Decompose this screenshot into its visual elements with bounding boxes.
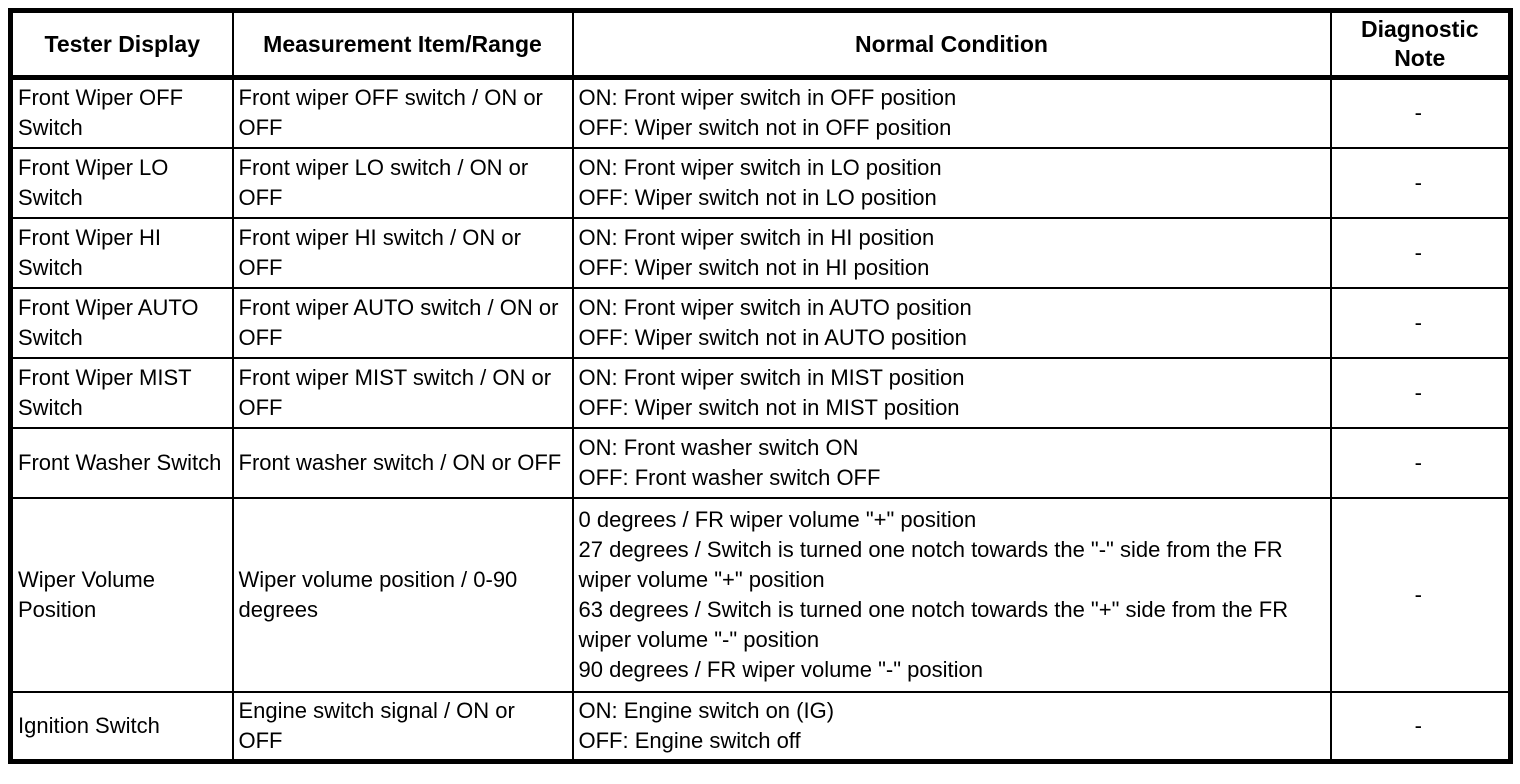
tester-display-cell: Front Wiper HI Switch (9, 216, 234, 289)
tester-display-cell: Front Wiper OFF Switch (9, 76, 234, 149)
measurement-item-range-cell: Front washer switch / ON or OFF (231, 426, 574, 499)
measurement-item-range-cell: Front wiper LO switch / ON or OFF (231, 146, 574, 219)
normal-condition-cell: 0 degrees / FR wiper volume "+" position… (571, 496, 1332, 693)
normal-condition-cell: ON: Front wiper switch in MIST position … (571, 356, 1332, 429)
normal-condition-cell: ON: Front wiper switch in LO position OF… (571, 146, 1332, 219)
normal-condition-cell: ON: Front wiper switch in OFF position O… (571, 76, 1332, 149)
diagnostic-note-cell: - (1329, 356, 1512, 429)
table-row: Front Wiper OFF Switch Front wiper OFF s… (9, 76, 1512, 149)
diagnostic-note-cell: - (1329, 496, 1512, 693)
table-row: Front Wiper AUTO Switch Front wiper AUTO… (9, 286, 1512, 359)
table-row: Wiper Volume Position Wiper volume posit… (9, 496, 1512, 693)
header-row: Tester Display Measurement Item/Range No… (9, 9, 1512, 80)
measurement-item-range-cell: Wiper volume position / 0-90 degrees (231, 496, 574, 693)
table-row: Front Wiper LO Switch Front wiper LO swi… (9, 146, 1512, 219)
diagnostic-note-cell: - (1329, 426, 1512, 499)
diagnostic-note-cell: - (1329, 216, 1512, 289)
tester-display-cell: Front Washer Switch (9, 426, 234, 499)
diagnostic-note-cell: - (1329, 690, 1512, 763)
diagnostic-note-cell: - (1329, 146, 1512, 219)
tester-display-cell: Front Wiper MIST Switch (9, 356, 234, 429)
table-row: Front Wiper MIST Switch Front wiper MIST… (9, 356, 1512, 429)
column-header-normal-condition: Normal Condition (571, 9, 1332, 80)
tester-display-cell: Front Wiper LO Switch (9, 146, 234, 219)
normal-condition-cell: ON: Engine switch on (IG) OFF: Engine sw… (571, 690, 1332, 763)
normal-condition-cell: ON: Front wiper switch in AUTO position … (571, 286, 1332, 359)
normal-condition-cell: ON: Front washer switch ON OFF: Front wa… (571, 426, 1332, 499)
column-header-diagnostic-note: Diagnostic Note (1329, 9, 1512, 80)
measurement-item-range-cell: Front wiper MIST switch / ON or OFF (231, 356, 574, 429)
diagnostic-note-cell: - (1329, 76, 1512, 149)
table-row: Ignition Switch Engine switch signal / O… (9, 690, 1512, 763)
tester-display-cell: Front Wiper AUTO Switch (9, 286, 234, 359)
tester-display-cell: Wiper Volume Position (9, 496, 234, 693)
measurement-item-range-cell: Front wiper OFF switch / ON or OFF (231, 76, 574, 149)
column-header-tester-display: Tester Display (9, 9, 234, 80)
measurement-item-range-cell: Engine switch signal / ON or OFF (231, 690, 574, 763)
table-header: Tester Display Measurement Item/Range No… (9, 9, 1512, 80)
diagnostic-note-cell: - (1329, 286, 1512, 359)
data-list-table: Tester Display Measurement Item/Range No… (8, 8, 1513, 764)
measurement-item-range-cell: Front wiper HI switch / ON or OFF (231, 216, 574, 289)
table-row: Front Washer Switch Front washer switch … (9, 426, 1512, 499)
table-row: Front Wiper HI Switch Front wiper HI swi… (9, 216, 1512, 289)
table-body: Front Wiper OFF Switch Front wiper OFF s… (9, 76, 1512, 763)
column-header-measurement-item-range: Measurement Item/Range (231, 9, 574, 80)
measurement-item-range-cell: Front wiper AUTO switch / ON or OFF (231, 286, 574, 359)
tester-display-cell: Ignition Switch (9, 690, 234, 763)
normal-condition-cell: ON: Front wiper switch in HI position OF… (571, 216, 1332, 289)
